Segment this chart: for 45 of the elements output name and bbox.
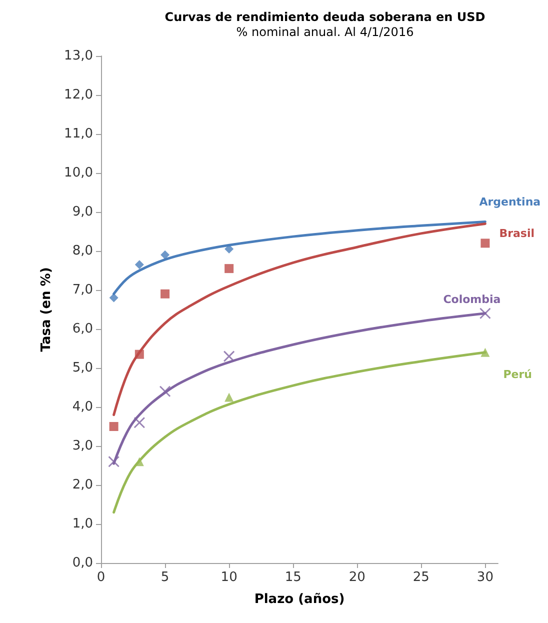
point bbox=[159, 386, 171, 398]
x-tick-label: 20 bbox=[348, 570, 366, 585]
y-tick-label: 8,0 bbox=[72, 244, 93, 258]
x-tick-label: 25 bbox=[412, 570, 430, 585]
y-tick-label: 11,0 bbox=[64, 126, 93, 142]
y-tick-label: 4,0 bbox=[72, 400, 93, 414]
point bbox=[134, 350, 144, 359]
y-tick-label: 0,0 bbox=[72, 556, 93, 570]
x-axis-title: Plazo (años) bbox=[254, 592, 345, 607]
point bbox=[108, 456, 120, 468]
point bbox=[109, 293, 118, 302]
y-tick-label: 13,0 bbox=[64, 48, 93, 64]
x-tick-label: 5 bbox=[160, 570, 170, 585]
y-tick-label: 1,0 bbox=[72, 516, 93, 532]
point bbox=[223, 350, 235, 362]
x-tick-label: 10 bbox=[220, 570, 238, 585]
point bbox=[160, 289, 170, 298]
y-tick-label: 12,0 bbox=[64, 88, 93, 102]
y-tick-label: 6,0 bbox=[72, 322, 93, 336]
y-tick-label: 2,0 bbox=[72, 478, 93, 492]
x-tick-label: 30 bbox=[476, 570, 494, 585]
chart-title: Curvas de rendimiento deuda soberana en USD bbox=[164, 10, 486, 24]
series-label: Colombia bbox=[443, 292, 501, 306]
text: Perú bbox=[503, 368, 532, 381]
y-tick-label: 5,0 bbox=[72, 360, 93, 376]
y-tick-label: 9,0 bbox=[72, 204, 93, 220]
line-series bbox=[112, 312, 486, 465]
point bbox=[134, 416, 146, 428]
point bbox=[109, 422, 118, 431]
y-tick-label: 3,0 bbox=[72, 438, 93, 454]
y-tick-label: 10,0 bbox=[64, 166, 93, 180]
point bbox=[134, 260, 144, 270]
series-label: Argentina bbox=[479, 195, 541, 208]
x-tick-label: 0 bbox=[96, 570, 106, 585]
point bbox=[224, 264, 234, 274]
point bbox=[479, 308, 491, 320]
y-tick-label: 7,0 bbox=[72, 282, 93, 298]
point bbox=[480, 348, 490, 357]
point bbox=[160, 250, 170, 260]
point bbox=[480, 238, 490, 248]
series-label: Brasil bbox=[499, 227, 535, 240]
chart-subtitle: % nominal anual. Al 4/1/2016 bbox=[236, 25, 414, 39]
point bbox=[224, 392, 234, 402]
y-axis-title: Tasa (en %) bbox=[39, 267, 54, 352]
x-tick-label: 15 bbox=[284, 570, 302, 585]
